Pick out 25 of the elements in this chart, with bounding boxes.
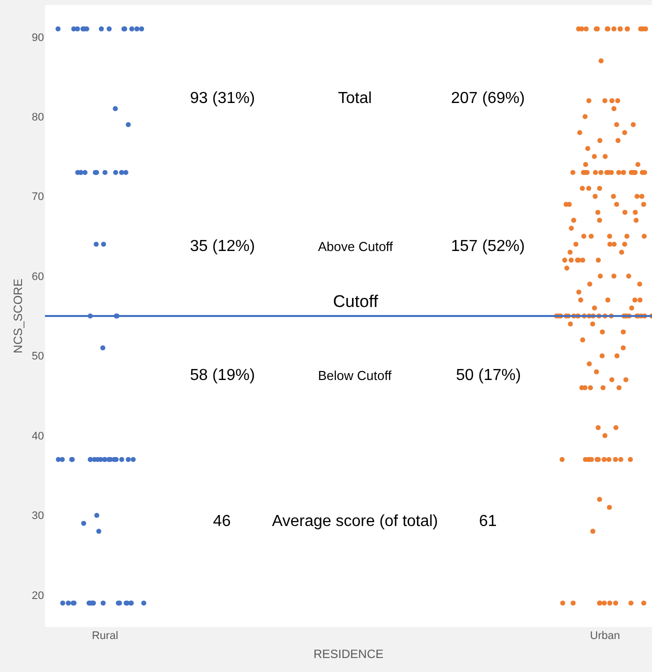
annotation: 58 (19%) xyxy=(190,367,255,384)
ref-line-label: Cutoff xyxy=(333,292,378,311)
annotation: 35 (12%) xyxy=(190,238,255,255)
y-tick-label: 50 xyxy=(32,350,44,363)
annotation: Below Cutoff xyxy=(318,368,392,383)
y-tick-label: 80 xyxy=(32,111,44,124)
x-axis-title: RESIDENCE xyxy=(313,646,384,661)
annotation: 61 xyxy=(479,513,497,530)
y-tick-label: 40 xyxy=(32,430,44,442)
annotation: 93 (31%) xyxy=(190,90,255,107)
x-tick-label: Rural xyxy=(92,630,118,642)
y-tick-label: 30 xyxy=(32,510,44,522)
annotation: Total xyxy=(338,90,372,107)
y-tick-label: 90 xyxy=(32,32,44,44)
y-tick-label: 70 xyxy=(32,191,44,204)
annotation: 50 (17%) xyxy=(456,367,521,384)
annotation: 207 (69%) xyxy=(451,90,525,107)
annotation: 157 (52%) xyxy=(451,238,525,255)
annotation: Above Cutoff xyxy=(318,239,394,254)
x-tick-label: Urban xyxy=(590,630,620,642)
y-tick-label: 20 xyxy=(32,590,44,602)
y-tick-label: 60 xyxy=(32,270,44,283)
annotation: 46 xyxy=(213,513,231,530)
annotation: Average score (of total) xyxy=(272,513,438,530)
y-axis-title: NCS_SCORE xyxy=(11,278,26,354)
